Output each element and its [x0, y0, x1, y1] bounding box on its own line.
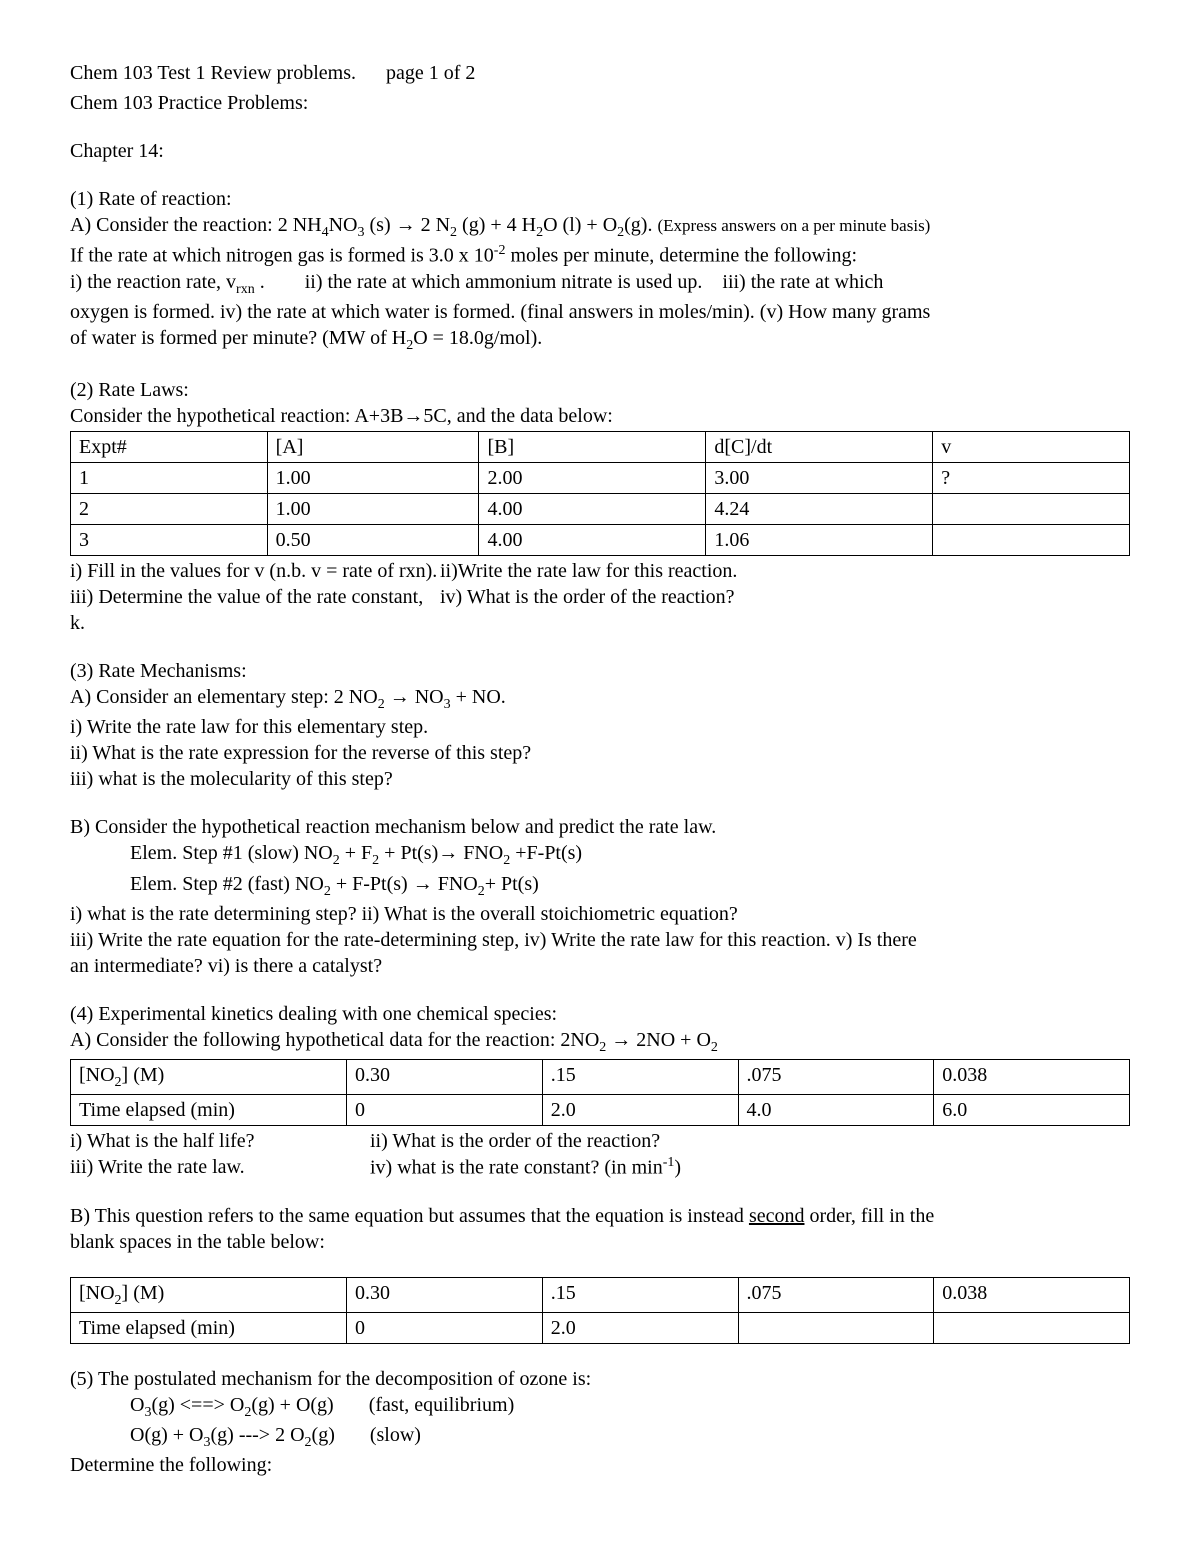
table-header: [B]: [479, 432, 706, 463]
page-header-line2: Chem 103 Practice Problems:: [70, 90, 1130, 116]
table-header: [A]: [267, 432, 479, 463]
row-label: Time elapsed (min): [71, 1095, 347, 1126]
q5-title: (5) The postulated mechanism for the dec…: [70, 1366, 1130, 1392]
q3a-intro: A) Consider an elementary step: 2 NO2 → …: [70, 684, 1130, 714]
q1-reaction-line: A) Consider the reaction: 2 NH4NO3 (s) →…: [70, 212, 1130, 242]
q3-title: (3) Rate Mechanisms:: [70, 658, 1130, 684]
table-row: Time elapsed (min) 0 2.0: [71, 1313, 1130, 1344]
q4a-intro: A) Consider the following hypothetical d…: [70, 1027, 1130, 1057]
q3b-iii-v: iii) Write the rate equation for the rat…: [70, 927, 1130, 953]
table-header: d[C]/dt: [706, 432, 933, 463]
q3a-iii: iii) what is the molecularity of this st…: [70, 766, 1130, 792]
question-3: (3) Rate Mechanisms: A) Consider an elem…: [70, 658, 1130, 979]
q2-title: (2) Rate Laws:: [70, 377, 1130, 403]
q5-step2: O(g) + O3(g) ---> 2 O2(g) (slow): [70, 1422, 1130, 1452]
table-row: Time elapsed (min) 0 2.0 4.0 6.0: [71, 1095, 1130, 1126]
row-label: [NO2] (M): [71, 1277, 347, 1312]
question-5: (5) The postulated mechanism for the dec…: [70, 1366, 1130, 1478]
q3b-step1: Elem. Step #1 (slow) NO2 + F2 + Pt(s)→ F…: [70, 840, 1130, 870]
q1-note: (Express answers on a per minute basis): [657, 216, 930, 235]
table-row: [NO2] (M) 0.30 .15 .075 0.038: [71, 1059, 1130, 1094]
table-row: [NO2] (M) 0.30 .15 .075 0.038: [71, 1277, 1130, 1312]
q4-title: (4) Experimental kinetics dealing with o…: [70, 1001, 1130, 1027]
q3b-end: an intermediate? vi) is there a catalyst…: [70, 953, 1130, 979]
table-row: 3 0.50 4.00 1.06: [71, 525, 1130, 556]
table-row: Expt# [A] [B] d[C]/dt v: [71, 432, 1130, 463]
q2-foot-row2: iii) Determine the value of the rate con…: [70, 584, 1130, 636]
table-row: 1 1.00 2.00 3.00 ?: [71, 463, 1130, 494]
q1-sub-line1: i) the reaction rate, vrxn . ii) the rat…: [70, 269, 1130, 299]
q1-title: (1) Rate of reaction:: [70, 186, 1130, 212]
q3b-step2: Elem. Step #2 (fast) NO2 + F-Pt(s) → FNO…: [70, 871, 1130, 901]
page-number: page 1 of 2: [386, 62, 475, 84]
q3b-i-ii: i) what is the rate determining step? ii…: [70, 901, 1130, 927]
table-header: Expt#: [71, 432, 268, 463]
q1-sub-line3: of water is formed per minute? (MW of H2…: [70, 325, 1130, 355]
page-header-line1: Chem 103 Test 1 Review problems. page 1 …: [70, 60, 1130, 86]
q4-foot-row2: iii) Write the rate law. iv) what is the…: [70, 1154, 1130, 1181]
q1-sub-line2: oxygen is formed. iv) the rate at which …: [70, 299, 1130, 325]
table-header: v: [933, 432, 1130, 463]
question-1: (1) Rate of reaction: A) Consider the re…: [70, 186, 1130, 355]
row-label: [NO2] (M): [71, 1059, 347, 1094]
q4-foot-row1: i) What is the half life? ii) What is th…: [70, 1128, 1130, 1154]
q4a-table: [NO2] (M) 0.30 .15 .075 0.038 Time elaps…: [70, 1059, 1130, 1126]
q3b-intro: B) Consider the hypothetical reaction me…: [70, 814, 1130, 840]
q4b-intro: B) This question refers to the same equa…: [70, 1203, 1130, 1229]
q5-end: Determine the following:: [70, 1452, 1130, 1478]
q1-rate-line: If the rate at which nitrogen gas is for…: [70, 242, 1130, 269]
document-page: Chem 103 Test 1 Review problems. page 1 …: [0, 0, 1200, 1553]
q2-foot-row1: i) Fill in the values for v (n.b. v = ra…: [70, 558, 1130, 584]
row-label: Time elapsed (min): [71, 1313, 347, 1344]
q4b-intro2: blank spaces in the table below:: [70, 1229, 1130, 1255]
table-row: 2 1.00 4.00 4.24: [71, 494, 1130, 525]
q3a-ii: ii) What is the rate expression for the …: [70, 740, 1130, 766]
chapter-heading: Chapter 14:: [70, 138, 1130, 164]
header-title: Chem 103 Test 1 Review problems.: [70, 62, 356, 84]
q3a-i: i) Write the rate law for this elementar…: [70, 714, 1130, 740]
question-4: (4) Experimental kinetics dealing with o…: [70, 1001, 1130, 1344]
q2-intro: Consider the hypothetical reaction: A+3B…: [70, 403, 1130, 429]
q5-step1: O3(g) <==> O2(g) + O(g) (fast, equilibri…: [70, 1392, 1130, 1422]
q4b-table: [NO2] (M) 0.30 .15 .075 0.038 Time elaps…: [70, 1277, 1130, 1344]
question-2: (2) Rate Laws: Consider the hypothetical…: [70, 377, 1130, 636]
q2-table: Expt# [A] [B] d[C]/dt v 1 1.00 2.00 3.00…: [70, 431, 1130, 556]
